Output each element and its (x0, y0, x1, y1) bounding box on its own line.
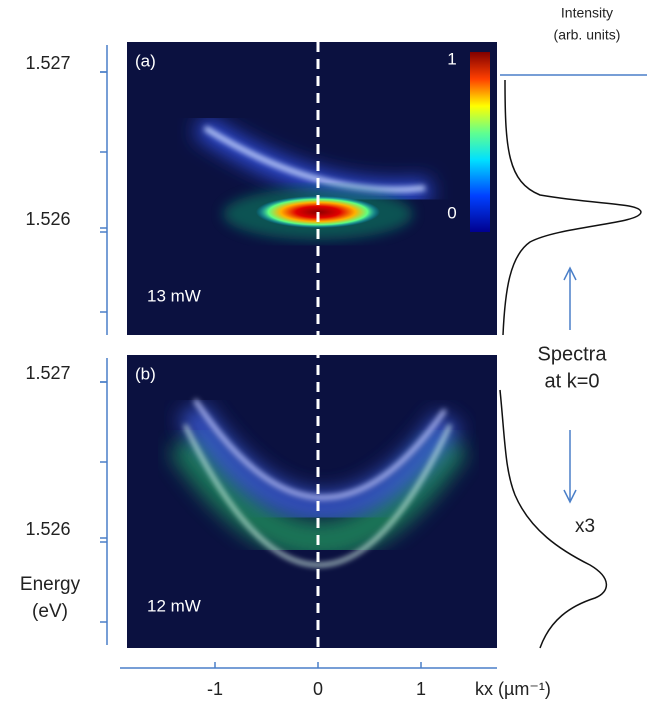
x-tick-label: 1 (416, 679, 426, 699)
x-axis-label: kx (µm⁻¹) (475, 679, 551, 699)
band-glow (177, 401, 463, 523)
power-label: 13 mW (147, 286, 201, 305)
energy-label: (eV) (32, 601, 68, 622)
axes (106, 45, 647, 669)
power-label: 12 mW (147, 596, 201, 615)
x-tick-label: -1 (207, 679, 223, 699)
x-tick-label: 0 (313, 679, 323, 699)
y-tick-label: 1.527 (25, 363, 70, 383)
spectra-note: Spectra (538, 343, 608, 365)
spectrum-b (499, 389, 608, 649)
energy-label: Energy (20, 574, 81, 595)
panel-tag: (b) (135, 364, 156, 383)
colorbar (470, 52, 490, 232)
intensity-label: (arb. units) (554, 27, 621, 43)
panel-tag: (a) (135, 51, 156, 70)
spectra-note: at k=0 (544, 370, 599, 392)
intensity-label: Intensity (561, 5, 613, 21)
y-tick-label: 1.526 (25, 519, 70, 539)
y-tick-label: 1.527 (25, 53, 70, 73)
colorbar-min: 0 (447, 203, 456, 222)
y-tick-label: 1.526 (25, 209, 70, 229)
band (193, 398, 447, 500)
scale-note: x3 (575, 516, 595, 537)
colorbar-max: 1 (447, 49, 456, 68)
band (183, 424, 452, 567)
spectrum-a (502, 79, 642, 336)
